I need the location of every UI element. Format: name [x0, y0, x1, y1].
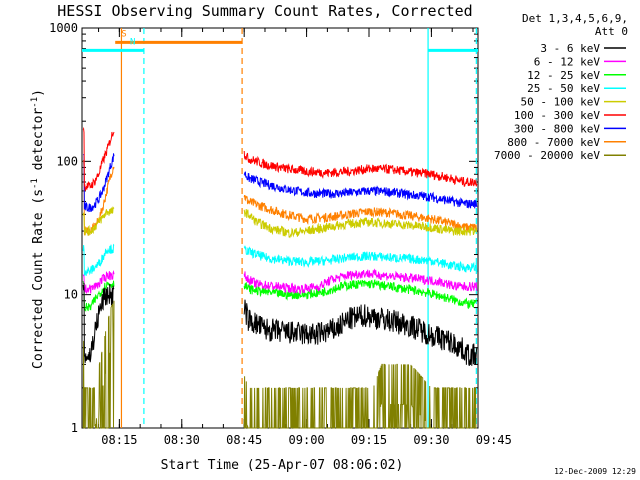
x-tick-label: 09:30 [413, 433, 449, 447]
series-line [243, 209, 478, 239]
x-tick-label: 09:15 [351, 433, 387, 447]
y-tick-label: 10 [64, 288, 78, 302]
series-line [82, 300, 115, 429]
y-axis-label: Corrected Count Rate (s-1 detector-1) [30, 89, 46, 369]
y-tick-label: 100 [56, 154, 78, 168]
flag-label: N [130, 37, 135, 47]
x-tick-label: 08:15 [101, 433, 137, 447]
y-axis-label-sup2: -1 [30, 97, 40, 108]
x-axis-label: Start Time (25-Apr-07 08:06:02) [161, 458, 404, 473]
series-line [82, 243, 115, 276]
series-line [243, 245, 478, 273]
legend-label: 25 - 50 keV [527, 82, 600, 95]
legend-header-line-2: Att 0 [595, 25, 628, 38]
y-tick-label: 1 [71, 421, 78, 435]
series-line [243, 299, 478, 366]
series-line [82, 206, 115, 236]
x-tick-label: 09:45 [476, 433, 512, 447]
footer-timestamp: 12-Dec-2009 12:29 [554, 467, 636, 476]
flag-label: S [121, 29, 126, 39]
series-line [82, 280, 115, 312]
legend-label: 6 - 12 keV [534, 55, 601, 68]
series-line [243, 171, 478, 209]
y-axis-label-sup1: -1 [30, 178, 40, 189]
series-line [82, 153, 115, 213]
series-line [243, 278, 478, 310]
legend-label: 7000 - 20000 keV [494, 149, 600, 162]
series-line [243, 195, 478, 232]
legend-label: 800 - 7000 keV [507, 136, 600, 149]
legend-label: 50 - 100 keV [521, 96, 601, 109]
legend-label: 100 - 300 keV [514, 109, 600, 122]
legend-header-line-1: Det 1,3,4,5,6,9, [522, 12, 628, 25]
legend-label: 3 - 6 keV [540, 42, 600, 55]
plot-area: 1 10 100 1000 08:15 08:30 08:45 09:00 09:15 09:30… [49, 21, 512, 447]
series-line [82, 282, 115, 363]
x-tick-label: 08:30 [164, 433, 200, 447]
y-tick-label: 1000 [49, 21, 78, 35]
chart-title: HESSI Observing Summary Count Rates, Cor… [57, 2, 472, 20]
legend-label: 300 - 800 keV [514, 122, 600, 135]
x-tick-label: 08:45 [226, 433, 262, 447]
y-axis-label-mid: detector [31, 108, 46, 179]
y-axis-label-post: ) [31, 89, 46, 97]
series-line [243, 363, 477, 429]
series-line [243, 150, 478, 187]
x-tick-label: 09:00 [289, 433, 325, 447]
series-line [82, 126, 115, 192]
legend-label: 12 - 25 keV [527, 69, 600, 82]
series-line [243, 268, 478, 294]
series-line [82, 269, 115, 294]
y-axis-label-pre: Corrected Count Rate (s [31, 189, 46, 369]
